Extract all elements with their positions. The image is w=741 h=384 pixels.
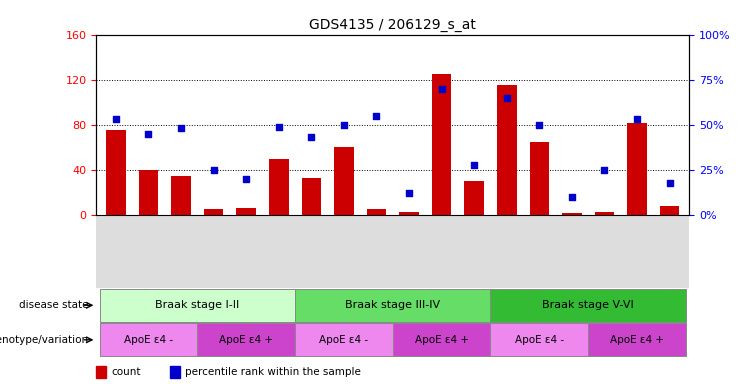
Point xyxy=(370,113,382,119)
Bar xyxy=(491,323,588,356)
Title: GDS4135 / 206129_s_at: GDS4135 / 206129_s_at xyxy=(309,18,476,32)
Point xyxy=(631,116,643,122)
Bar xyxy=(204,209,223,215)
Point xyxy=(436,86,448,92)
Bar xyxy=(334,147,353,215)
Text: Braak stage III-IV: Braak stage III-IV xyxy=(345,300,440,310)
Bar xyxy=(491,289,686,322)
Text: genotype/variation: genotype/variation xyxy=(0,335,89,345)
Point xyxy=(207,167,219,173)
Bar xyxy=(106,131,126,215)
Text: ApoE ε4 +: ApoE ε4 + xyxy=(219,335,273,345)
Bar xyxy=(236,208,256,215)
Bar xyxy=(659,206,679,215)
Point xyxy=(566,194,578,200)
Point xyxy=(403,190,415,197)
Bar xyxy=(295,323,393,356)
Point xyxy=(664,179,676,185)
Bar xyxy=(497,85,516,215)
Bar xyxy=(588,323,686,356)
Text: Braak stage V-VI: Braak stage V-VI xyxy=(542,300,634,310)
Bar xyxy=(269,159,288,215)
Point xyxy=(273,124,285,130)
Text: ApoE ε4 -: ApoE ε4 - xyxy=(319,335,368,345)
Point xyxy=(110,116,122,122)
Point xyxy=(501,95,513,101)
Text: disease state: disease state xyxy=(19,300,89,310)
Bar xyxy=(99,323,197,356)
Bar xyxy=(393,323,491,356)
Bar xyxy=(432,74,451,215)
Point xyxy=(142,131,154,137)
Text: ApoE ε4 -: ApoE ε4 - xyxy=(515,335,564,345)
Bar xyxy=(197,323,295,356)
Text: ApoE ε4 -: ApoE ε4 - xyxy=(124,335,173,345)
Bar xyxy=(367,209,386,215)
Point xyxy=(175,125,187,131)
Bar xyxy=(139,170,159,215)
Text: percentile rank within the sample: percentile rank within the sample xyxy=(185,367,361,377)
Bar xyxy=(465,181,484,215)
Bar xyxy=(627,122,647,215)
Bar xyxy=(302,178,321,215)
Point xyxy=(305,134,317,141)
Bar xyxy=(399,212,419,215)
Text: ApoE ε4 +: ApoE ε4 + xyxy=(414,335,468,345)
Text: count: count xyxy=(111,367,141,377)
Point xyxy=(338,122,350,128)
Bar xyxy=(295,289,491,322)
Point xyxy=(468,161,480,167)
Point xyxy=(240,176,252,182)
Bar xyxy=(99,289,295,322)
Bar xyxy=(595,212,614,215)
Bar xyxy=(530,142,549,215)
Bar xyxy=(562,213,582,215)
Bar xyxy=(171,175,190,215)
Text: ApoE ε4 +: ApoE ε4 + xyxy=(610,335,664,345)
Text: Braak stage I-II: Braak stage I-II xyxy=(155,300,239,310)
Point xyxy=(534,122,545,128)
Point xyxy=(599,167,611,173)
